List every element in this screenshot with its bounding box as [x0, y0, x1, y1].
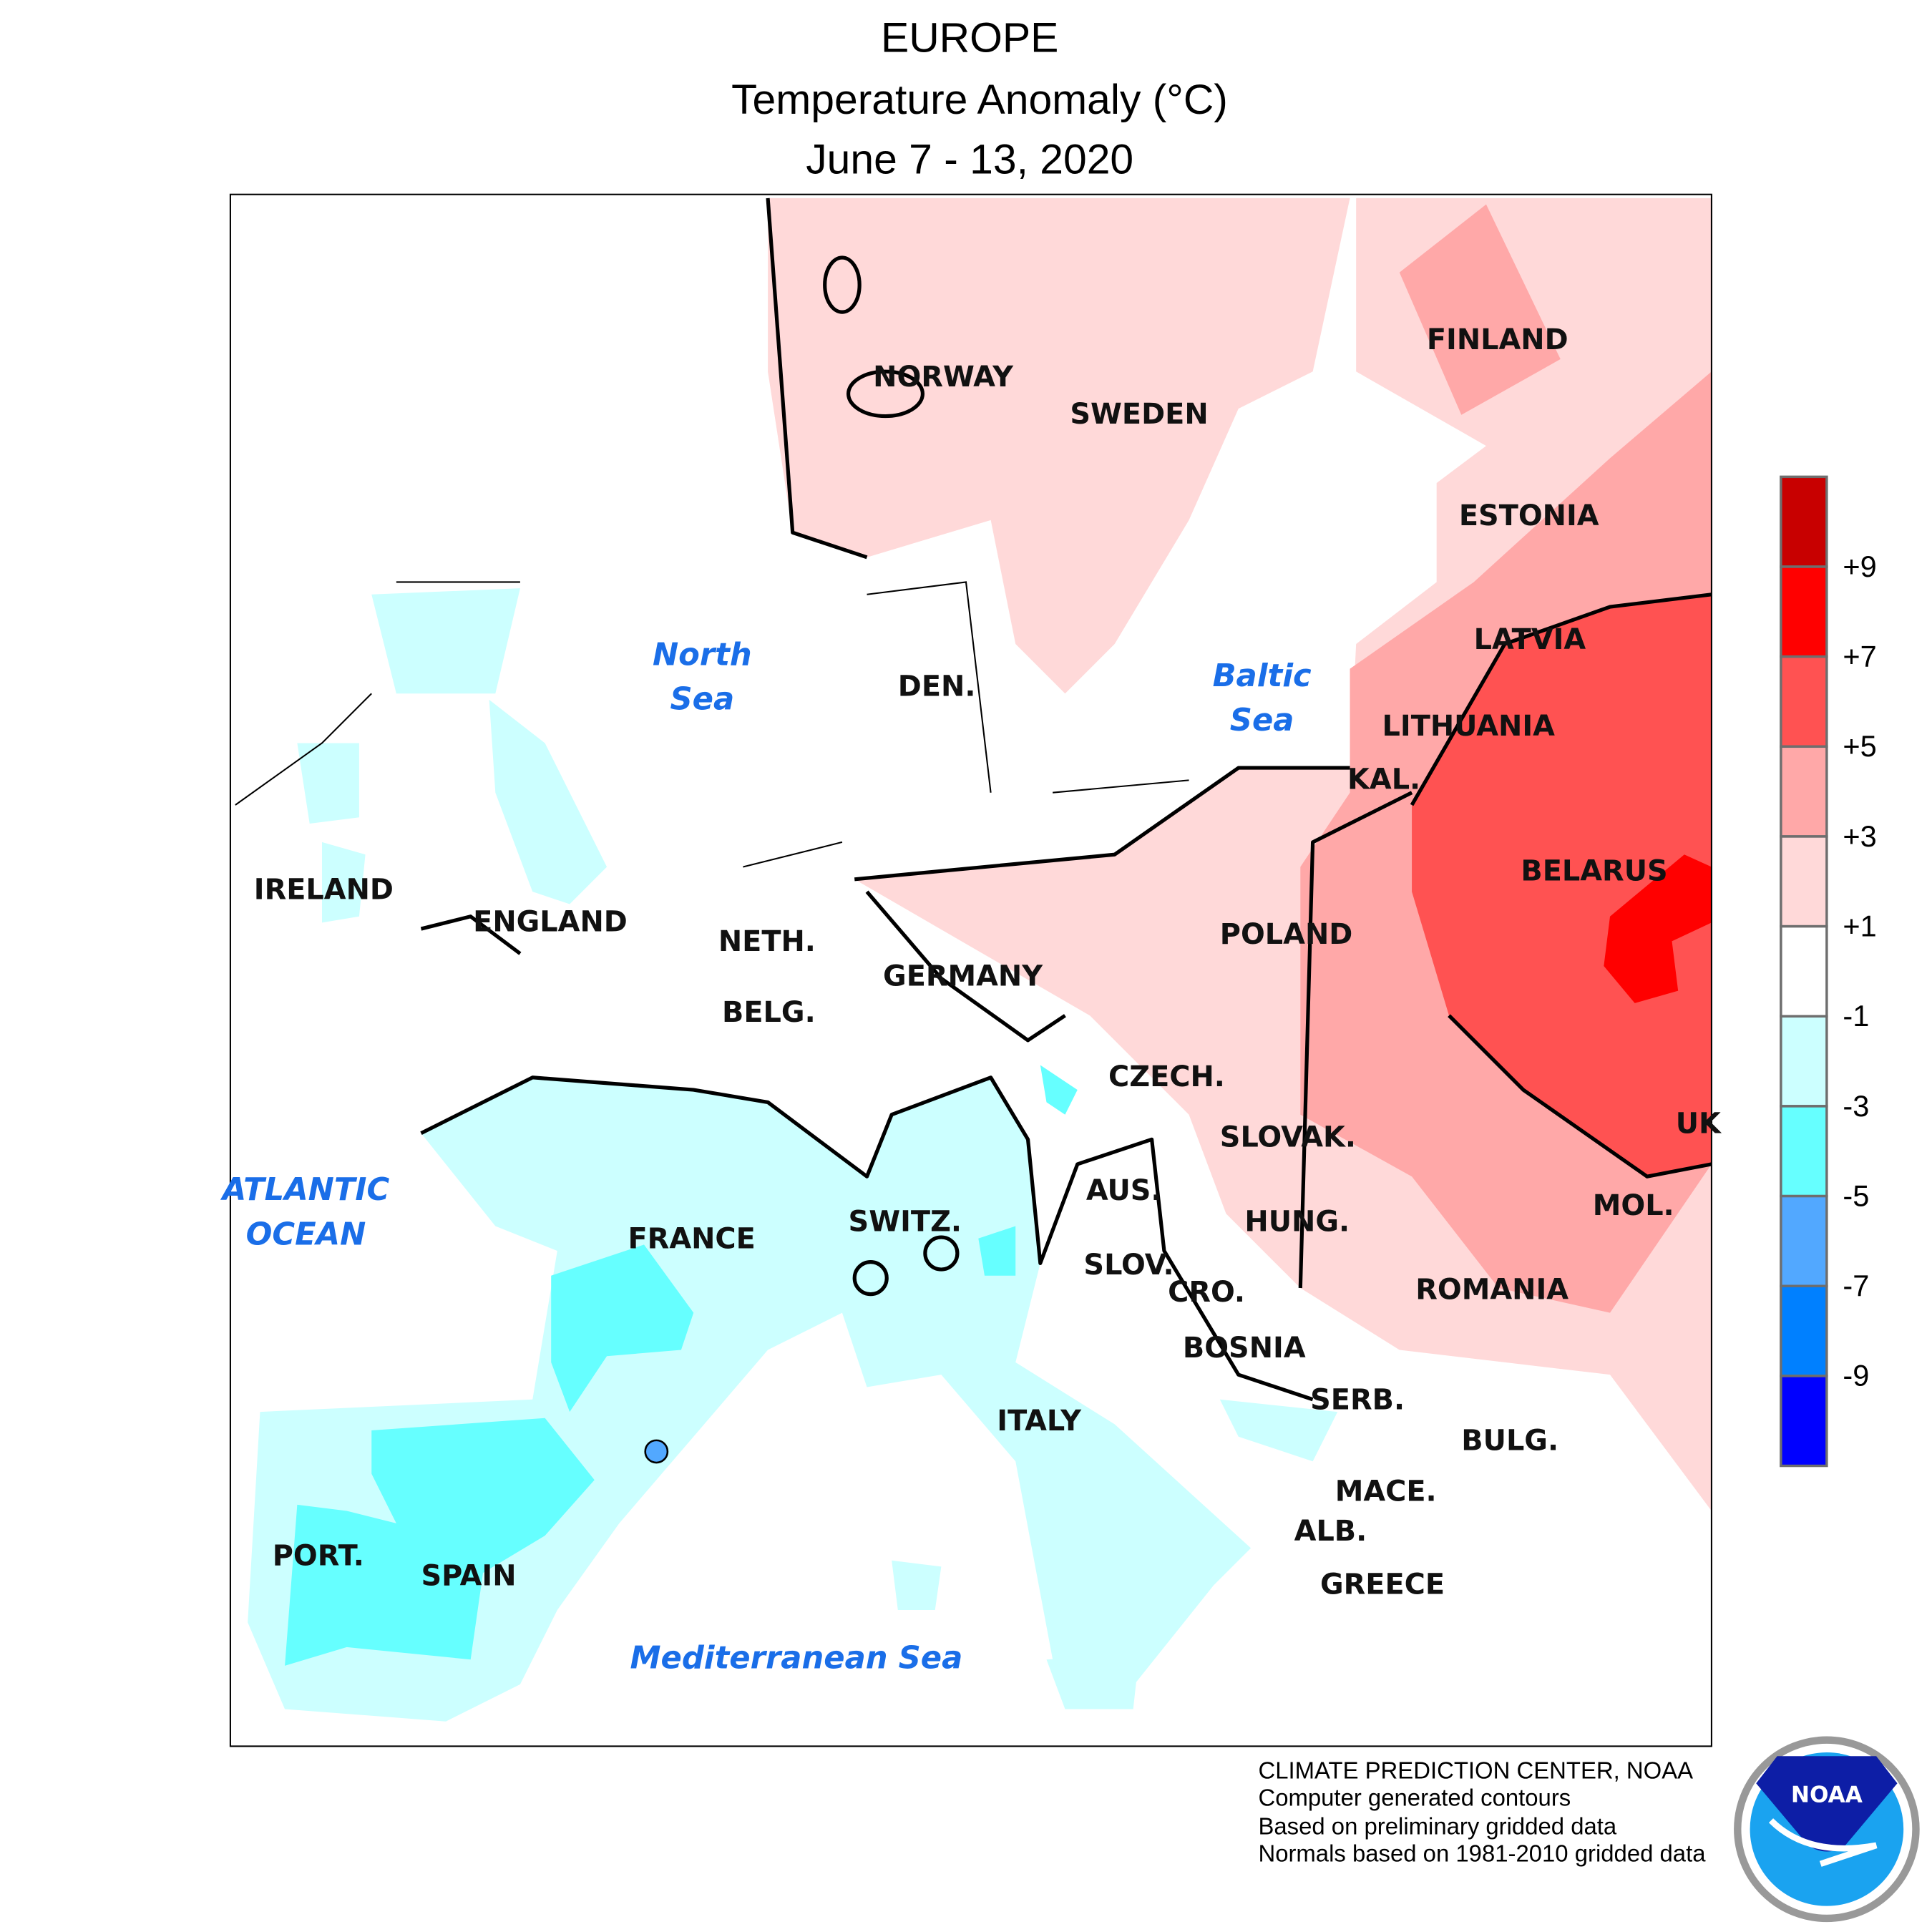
legend-swatch — [1780, 1284, 1828, 1377]
anomaly-region-minus3 — [285, 1065, 1078, 1666]
legend-label: +7 — [1843, 640, 1876, 673]
label-sweden: SWEDEN — [1070, 398, 1208, 431]
label-portugal: PORT. — [273, 1540, 364, 1573]
label-kaliningrad: KAL. — [1347, 763, 1420, 796]
label-poland: POLAND — [1220, 918, 1353, 951]
label-atlantic: OCEAN — [246, 1216, 366, 1252]
legend-swatch — [1780, 655, 1828, 748]
label-austria: AUS. — [1086, 1174, 1162, 1207]
label-baltic-sea: Baltic — [1213, 658, 1312, 694]
label-czechia: CZECH. — [1108, 1060, 1225, 1093]
sea-labels: North Sea Baltic Sea ATLANTIC OCEAN Medi… — [220, 637, 1312, 1676]
label-france: FRANCE — [628, 1223, 755, 1256]
label-switzerland: SWITZ. — [849, 1205, 962, 1238]
label-romania: ROMANIA — [1415, 1274, 1568, 1307]
legend-swatch — [1780, 565, 1828, 658]
anomaly-region-minus3 — [551, 1244, 694, 1413]
label-spain: SPAIN — [421, 1559, 516, 1592]
label-greece: GREECE — [1320, 1568, 1445, 1601]
label-macedonia: MACE. — [1335, 1475, 1437, 1508]
footer-credits: CLIMATE PREDICTION CENTER, NOAA Computer… — [1258, 1757, 1706, 1866]
label-netherlands: NETH. — [718, 925, 816, 958]
footer-line: Normals based on 1981-2010 gridded data — [1258, 1840, 1706, 1866]
label-bulgaria: BULG. — [1461, 1425, 1558, 1458]
label-moldova: MOL. — [1593, 1189, 1674, 1222]
anomaly-region-plus3 — [1399, 204, 1561, 415]
legend-swatch — [1780, 924, 1828, 1018]
legend-label: -3 — [1843, 1089, 1869, 1123]
noaa-logo: NOAA — [1734, 1736, 1920, 1923]
label-mediterranean: Mediterranean Sea — [630, 1640, 962, 1676]
anomaly-region-plus5 — [1412, 594, 1712, 1177]
label-latvia: LATVIA — [1474, 623, 1586, 656]
legend-swatch — [1780, 475, 1828, 568]
anomaly-region-plus7 — [1604, 854, 1712, 1003]
label-serbia: SERB. — [1310, 1384, 1405, 1417]
label-hungary: HUNG. — [1244, 1205, 1350, 1238]
footer-line: CLIMATE PREDICTION CENTER, NOAA — [1258, 1757, 1693, 1783]
label-denmark: DEN. — [898, 670, 976, 703]
legend-swatch — [1780, 1375, 1828, 1468]
footer-line: Computer generated contours — [1258, 1784, 1571, 1810]
label-north-sea: North — [653, 637, 752, 673]
legend-label: +9 — [1843, 550, 1876, 583]
label-ukraine: UK — [1676, 1108, 1722, 1141]
legend-label: -1 — [1843, 999, 1869, 1033]
label-belgium: BELG. — [722, 996, 816, 1029]
label-italy: ITALY — [997, 1405, 1082, 1438]
label-north-sea: Sea — [670, 682, 735, 718]
legend-label: +1 — [1843, 909, 1876, 942]
label-bosnia: BOSNIA — [1183, 1332, 1306, 1365]
label-croatia: CRO. — [1168, 1276, 1245, 1309]
legend-swatch — [1780, 1105, 1828, 1198]
legend-label: +3 — [1843, 819, 1876, 853]
legend-swatch — [1780, 1015, 1828, 1108]
label-baltic-sea: Sea — [1230, 703, 1294, 738]
color-legend: +9 +7 +5 +3 +1 -1 -3 -5 -7 -9 — [1780, 475, 1877, 1468]
label-albania: ALB. — [1294, 1515, 1367, 1548]
label-atlantic: ATLANTIC — [220, 1172, 390, 1208]
legend-label: -9 — [1843, 1359, 1869, 1392]
label-estonia: ESTONIA — [1459, 499, 1599, 532]
legend-label: -5 — [1843, 1179, 1869, 1212]
footer-line: Based on preliminary gridded data — [1258, 1813, 1616, 1839]
label-finland: FINLAND — [1427, 323, 1568, 356]
label-slovenia: SLOV. — [1083, 1249, 1174, 1282]
label-belarus: BELARUS — [1521, 855, 1667, 888]
label-ireland: IRELAND — [254, 874, 394, 907]
title-date: June 7 - 13, 2020 — [806, 136, 1133, 182]
label-lithuania: LITHUANIA — [1382, 710, 1556, 743]
label-norway: NORWAY — [873, 361, 1014, 394]
title-variable: Temperature Anomaly (°C) — [731, 77, 1228, 123]
legend-swatch — [1780, 1194, 1828, 1287]
map-area — [230, 194, 1712, 1747]
map-frame — [229, 193, 1712, 1747]
legend-swatch — [1780, 745, 1828, 838]
noaa-logo-text: NOAA — [1791, 1782, 1863, 1807]
legend-swatch — [1780, 835, 1828, 928]
anomaly-region-minus1 — [297, 588, 1338, 1709]
label-slovakia: SLOVAK. — [1220, 1121, 1356, 1154]
anomaly-region-plus1 — [768, 197, 1350, 694]
legend-label: -7 — [1843, 1269, 1869, 1302]
title-region: EUROPE — [881, 15, 1058, 62]
legend-label: +5 — [1843, 729, 1876, 763]
anomaly-region-minus5 — [644, 1439, 669, 1464]
country-labels: NORWAY SWEDEN FINLAND ESTONIA LATVIA LIT… — [254, 323, 1722, 1601]
label-germany: GERMANY — [883, 960, 1043, 993]
label-england: ENGLAND — [473, 906, 628, 939]
